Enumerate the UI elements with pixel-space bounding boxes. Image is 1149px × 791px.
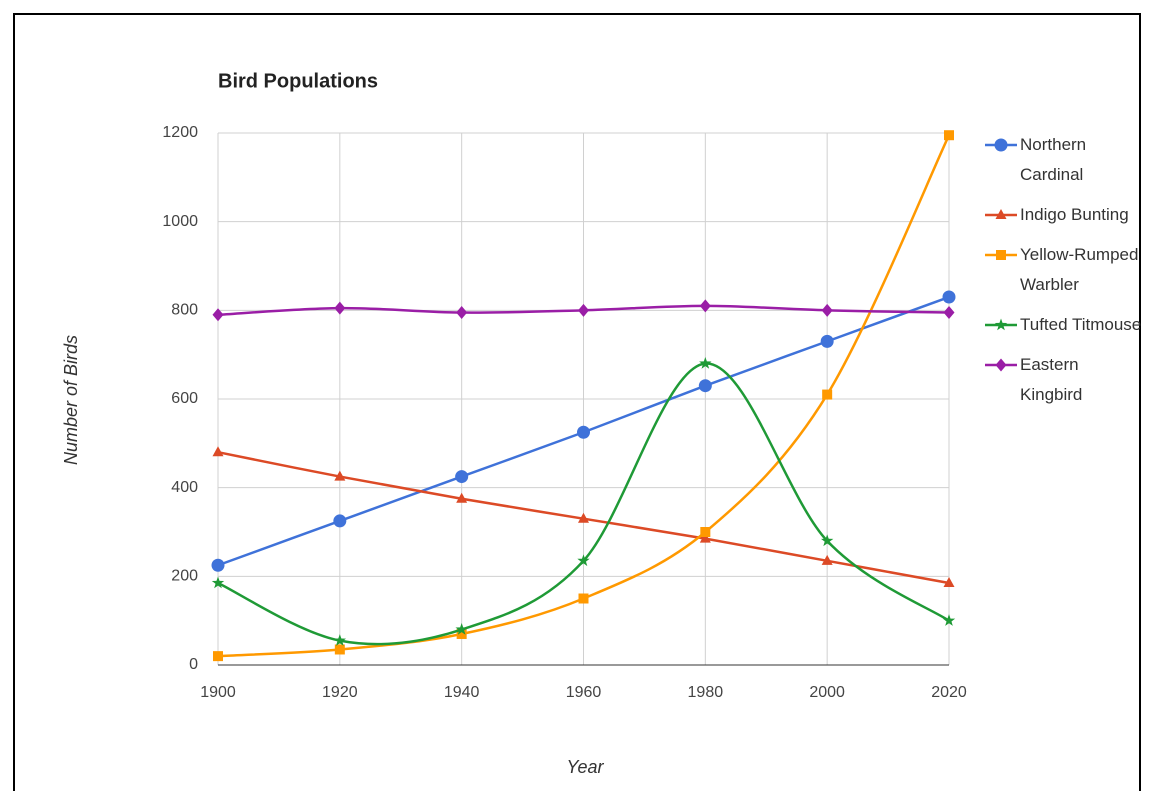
marker (995, 209, 1007, 219)
marker (822, 389, 833, 400)
legend-symbol (985, 318, 1017, 331)
marker (995, 358, 1007, 372)
marker (455, 470, 469, 484)
y-tick-label: 800 (171, 302, 198, 319)
y-tick-label: 1200 (162, 124, 198, 141)
marker (699, 532, 711, 543)
y-tick-label: 1000 (162, 213, 198, 230)
x-tick-label: 1920 (322, 684, 358, 701)
y-tick-label: 200 (171, 568, 198, 585)
y-tick-label: 400 (171, 479, 198, 496)
marker (699, 357, 712, 369)
legend-symbol (985, 138, 1017, 152)
y-tick-label: 600 (171, 390, 198, 407)
marker (456, 306, 468, 320)
chart-title: Bird Populations (218, 70, 378, 92)
legend-label: Tufted Titmouse (1020, 315, 1142, 334)
marker (212, 446, 224, 457)
legend-symbol (985, 209, 1017, 219)
marker (821, 554, 833, 565)
legend-label: Northern Cardinal (1020, 135, 1087, 184)
legend-symbol (985, 250, 1017, 260)
legend-item: Indigo Bunting (985, 200, 1147, 230)
legend-item: Tufted Titmouse (985, 310, 1147, 340)
legend-item: Yellow-Rumped Warbler (985, 240, 1147, 300)
marker (820, 334, 834, 348)
legend-label: Eastern Kingbird (1020, 355, 1083, 404)
x-tick-label: 1980 (688, 684, 724, 701)
marker (456, 492, 468, 503)
marker (699, 299, 711, 313)
marker (211, 558, 225, 572)
marker (700, 527, 711, 537)
grid: 0 200 400 600 800 1000 1200 1900 1920 1940 1960 198… (162, 124, 966, 701)
marker (334, 644, 345, 655)
marker (994, 318, 1008, 331)
marker (212, 308, 224, 322)
marker (944, 130, 954, 141)
marker (577, 554, 590, 567)
x-tick-label: 2000 (809, 684, 845, 701)
marker (821, 303, 833, 317)
marker (577, 425, 590, 439)
marker (820, 534, 834, 547)
marker (455, 623, 468, 635)
x-tick-label: 1940 (444, 684, 480, 701)
y-tick-label: 0 (189, 656, 198, 673)
x-tick-label: 2020 (931, 684, 967, 701)
legend-item: Eastern Kingbird (985, 350, 1147, 410)
marker (942, 290, 956, 304)
legend-label: Indigo Bunting (1020, 205, 1129, 224)
marker (211, 576, 225, 589)
legend-label: Yellow-Rumped Warbler (1020, 245, 1139, 294)
x-axis-label: Year (566, 757, 604, 777)
marker (996, 250, 1006, 260)
legend-symbol (985, 358, 1017, 372)
legend-item: Northern Cardinal (985, 130, 1147, 190)
marker (578, 593, 589, 604)
marker (213, 651, 223, 662)
marker (333, 634, 347, 646)
y-axis-label: Number of Birds (61, 335, 81, 465)
marker (333, 514, 347, 528)
marker (943, 576, 955, 587)
marker (334, 470, 346, 481)
marker (942, 614, 956, 626)
marker (698, 379, 712, 393)
marker (456, 628, 467, 639)
lines (211, 130, 956, 662)
legend: Northern Cardinal Indigo Bunting Yellow-Ru… (985, 130, 1147, 420)
marker (578, 303, 589, 317)
marker (994, 138, 1008, 152)
marker (578, 512, 589, 523)
x-tick-label: 1960 (566, 684, 602, 701)
marker (334, 301, 346, 315)
frame (13, 13, 1141, 791)
marker (943, 306, 955, 320)
x-tick-label: 1900 (200, 684, 236, 701)
